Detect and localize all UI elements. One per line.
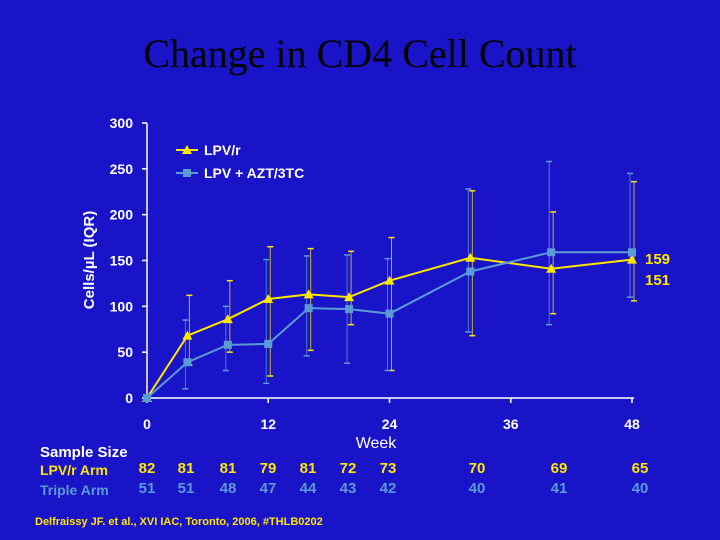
sample-size-title: Sample Size [40,444,128,461]
sample-size-value-triple: 44 [299,480,317,497]
sample-size-value-lpv: 65 [631,460,649,477]
y-tick-label: 250 [110,161,134,177]
data-point-lpv [627,254,637,264]
sample-size-value-lpv: 70 [468,460,486,477]
y-tick-label: 50 [117,344,133,360]
y-tick-label: 200 [110,207,134,223]
legend-triple-marker [183,169,191,177]
data-point-triple [183,358,192,367]
y-axis-label: Cells/µL (IQR) [81,211,98,309]
x-tick-label: 48 [624,416,640,432]
chart-legend: LPV/r LPV + AZT/3TC [176,142,304,181]
data-point-triple [304,304,313,313]
sample-size-value-triple: 51 [177,480,195,497]
legend-triple-label: LPV + AZT/3TC [204,165,304,181]
y-tick-label: 0 [125,390,133,406]
sample-size-value-lpv: 72 [339,460,357,477]
series-lines [146,251,633,399]
data-point-triple [143,394,151,402]
y-tick-label: 150 [110,253,134,269]
x-axis-label: Week [356,435,398,452]
sample-size-value-lpv: 69 [550,460,568,477]
data-point-lpv [546,263,557,273]
sample-size-value-lpv: 81 [177,460,195,477]
data-point-triple [466,267,475,276]
sample-size-value-lpv: 82 [138,460,156,477]
legend-lpv-label: LPV/r [204,142,241,158]
x-tick-label: 24 [382,416,398,432]
legend-lpv-marker [182,145,192,154]
y-tick-label: 100 [110,298,134,314]
sample-size-value-triple: 40 [631,480,649,497]
sample-size-value-triple: 43 [339,480,357,497]
series-line-triple [146,251,632,399]
data-point-triple [628,248,636,257]
sample-size-row-label-triple: Triple Arm [40,482,109,498]
end-label-lpv: 151 [645,272,670,289]
sample-size-value-triple: 47 [259,480,277,497]
x-tick-label: 12 [260,416,276,432]
chart-axes: 0 50 100 150 200 250 300 0 12 24 36 48 [110,115,640,432]
page-title: Change in CD4 Cell Count [143,31,577,76]
sample-size-value-lpv: 79 [259,460,277,477]
sample-size-value-triple: 51 [138,480,156,497]
sample-size-value-triple: 40 [468,480,486,497]
data-point-lpv [182,330,193,340]
sample-size-value-triple: 48 [219,480,237,497]
end-label-triple: 159 [645,251,670,268]
sample-size-value-lpv: 73 [379,460,397,477]
data-point-triple [547,248,556,257]
series-markers [142,248,637,402]
sample-size-value-triple: 42 [379,480,397,497]
sample-size-value-lpv: 81 [299,460,317,477]
sample-size-row-label-lpv: LPV/r Arm [40,462,108,478]
data-point-triple [345,305,354,314]
x-tick-label: 36 [503,416,519,432]
data-point-triple [223,340,232,349]
data-point-lpv [465,252,476,262]
sample-size-value-triple: 41 [550,480,568,497]
data-point-lpv [384,275,395,285]
data-point-lpv [263,294,274,303]
data-point-lpv [222,314,233,324]
data-point-triple [264,339,273,348]
x-tick-label: 0 [143,416,151,432]
citation: Delfraissy JF. et al., XVI IAC, Toronto,… [35,516,323,528]
sample-size-value-lpv: 81 [219,460,237,477]
data-point-lpv [344,292,355,302]
data-point-triple [385,309,394,318]
series-line-lpv [146,256,633,399]
y-tick-label: 300 [110,115,134,131]
data-point-lpv [303,289,314,299]
